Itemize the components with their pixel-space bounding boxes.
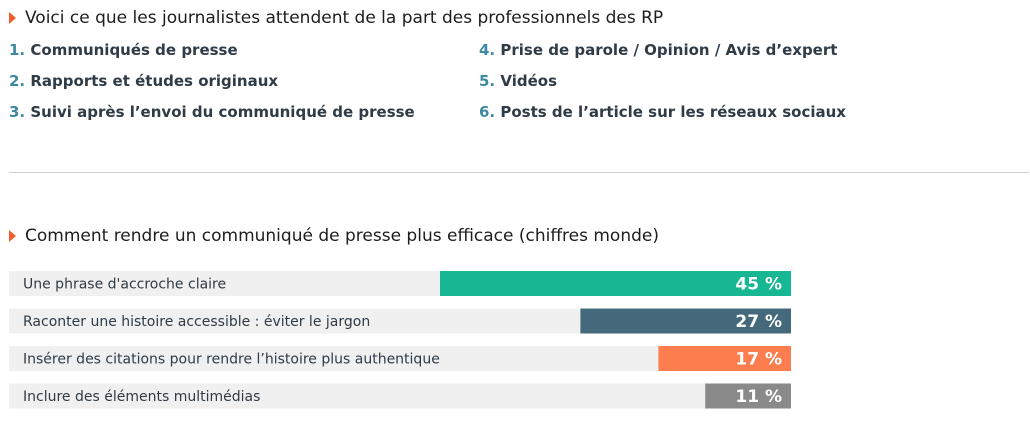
- bar: [440, 271, 791, 296]
- section-divider: [9, 172, 1029, 173]
- bar-value-label: 27 %: [735, 312, 782, 332]
- list-item-text: Rapports et études originaux: [30, 72, 279, 90]
- section-title-press-release: Comment rendre un communiqué de presse p…: [9, 226, 659, 246]
- list-item: 3. Suivi après l’envoi du communiqué de …: [9, 102, 415, 133]
- list-item-number: 2.: [9, 72, 26, 90]
- bar-track: [9, 383, 791, 409]
- section-title-text: Comment rendre un communiqué de presse p…: [25, 226, 659, 246]
- section-title-journalists: Voici ce que les journalistes attendent …: [9, 8, 663, 28]
- list-item-text: Posts de l’article sur les réseaux socia…: [500, 103, 846, 121]
- bar-category-label: Une phrase d'accroche claire: [23, 277, 226, 293]
- orange-triangle-marker-icon: [9, 12, 16, 24]
- bar: [658, 346, 791, 371]
- orange-triangle-marker-icon: [9, 230, 16, 242]
- list-item-text: Vidéos: [500, 72, 558, 90]
- list-item-text: Communiqués de presse: [30, 41, 238, 59]
- bar-category-label: Insérer des citations pour rendre l’hist…: [23, 352, 440, 368]
- expectations-list-left: 1. Communiqués de presse 2. Rapports et …: [9, 40, 415, 133]
- list-item-number: 5.: [479, 72, 496, 90]
- list-item-number: 4.: [479, 41, 496, 59]
- expectations-list-right: 4. Prise de parole / Opinion / Avis d’ex…: [479, 40, 846, 133]
- list-item: 5. Vidéos: [479, 71, 846, 102]
- section-title-text: Voici ce que les journalistes attendent …: [25, 8, 664, 28]
- list-item-number: 6.: [479, 103, 496, 121]
- list-item: 1. Communiqués de presse: [9, 40, 415, 71]
- bar-category-label: Inclure des éléments multimédias: [23, 389, 260, 405]
- bar-value-label: 11 %: [735, 387, 782, 407]
- list-item-number: 3.: [9, 103, 26, 121]
- bar-category-label: Raconter une histoire accessible : évite…: [23, 314, 370, 330]
- list-item: 4. Prise de parole / Opinion / Avis d’ex…: [479, 40, 846, 71]
- bar: [705, 383, 791, 409]
- bar-value-label: 17 %: [735, 350, 782, 370]
- list-item-text: Suivi après l’envoi du communiqué de pre…: [30, 103, 415, 121]
- list-item-text: Prise de parole / Opinion / Avis d’exper…: [500, 41, 838, 59]
- list-item-number: 1.: [9, 41, 26, 59]
- list-item: 2. Rapports et études originaux: [9, 71, 415, 102]
- bar-value-label: 45 %: [735, 275, 782, 295]
- list-item: 6. Posts de l’article sur les réseaux so…: [479, 102, 846, 133]
- bar: [580, 308, 791, 334]
